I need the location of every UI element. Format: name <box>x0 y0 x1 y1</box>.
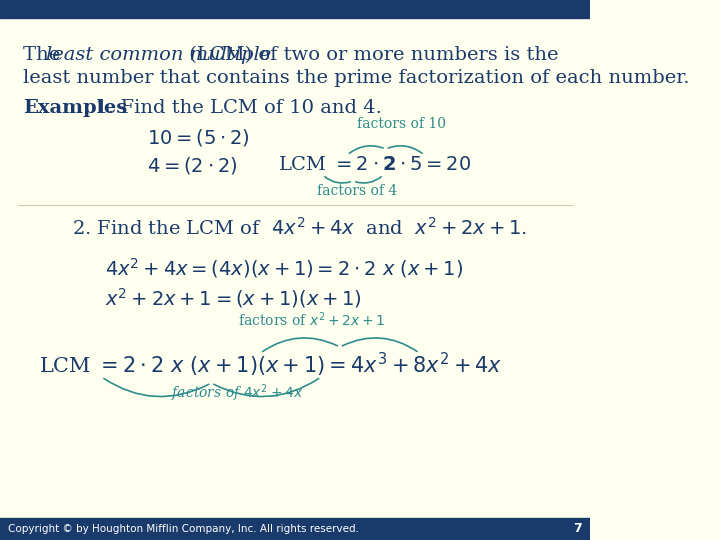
Bar <box>0 518 590 540</box>
Text: 7: 7 <box>572 523 582 536</box>
Text: factors of 4: factors of 4 <box>317 184 397 198</box>
Text: LCM $= 2 \cdot \mathbf{2} \cdot 5 = 20$: LCM $= 2 \cdot \mathbf{2} \cdot 5 = 20$ <box>279 156 472 174</box>
Text: $4x^2 + 4x = (4x)(x +1) = 2 \cdot 2\ x\ (x + 1)$: $4x^2 + 4x = (4x)(x +1) = 2 \cdot 2\ x\ … <box>105 256 463 280</box>
Text: $10 = (5 \cdot 2)$: $10 = (5 \cdot 2)$ <box>148 127 251 149</box>
Text: factors of $x^2 + 2x + 1$: factors of $x^2 + 2x + 1$ <box>238 310 385 329</box>
Text: $4 = (2 \cdot 2)$: $4 = (2 \cdot 2)$ <box>148 154 238 176</box>
Bar <box>0 0 590 18</box>
Text: Copyright © by Houghton Mifflin Company, Inc. All rights reserved.: Copyright © by Houghton Mifflin Company,… <box>8 524 359 534</box>
Text: $x^2 + 2x + 1 = (x +1)(x +1)$: $x^2 + 2x + 1 = (x +1)(x +1)$ <box>105 286 361 310</box>
Text: 2. Find the LCM of  $4x^2 + 4x$  and  $x^2 + 2x + 1$.: 2. Find the LCM of $4x^2 + 4x$ and $x^2 … <box>72 217 527 239</box>
Text: factors of $4x^2 + 4x$: factors of $4x^2 + 4x$ <box>171 382 304 404</box>
Text: least number that contains the prime factorization of each number.: least number that contains the prime fac… <box>23 69 690 87</box>
Text: (LCM) of two or more numbers is the: (LCM) of two or more numbers is the <box>184 46 559 64</box>
Text: : 1. Find the LCM of 10 and 4.: : 1. Find the LCM of 10 and 4. <box>83 99 382 117</box>
Text: The: The <box>23 46 66 64</box>
Text: least common multiple: least common multiple <box>46 46 271 64</box>
Text: LCM $= 2 \cdot 2\ x\ (x +1)(x +1) = 4x^3 + 8x^2 + 4x$: LCM $= 2 \cdot 2\ x\ (x +1)(x +1) = 4x^3… <box>40 351 503 379</box>
Text: factors of 10: factors of 10 <box>357 117 446 131</box>
Text: Examples: Examples <box>23 99 127 117</box>
